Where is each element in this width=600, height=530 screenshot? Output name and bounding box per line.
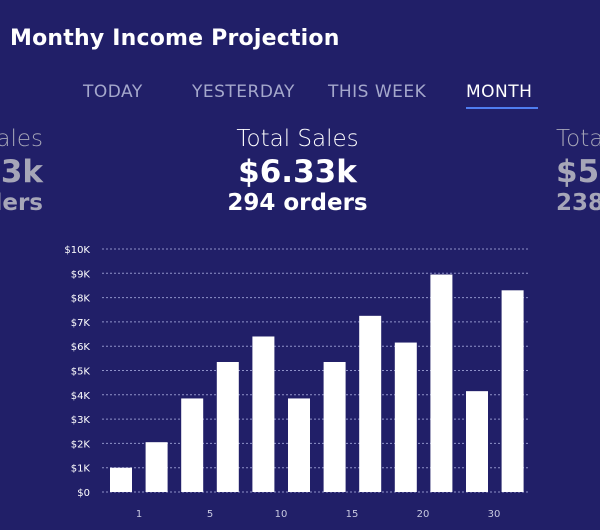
- bar[interactable]: [216, 361, 239, 492]
- bar[interactable]: [501, 290, 524, 492]
- y-tick-label: $9K: [71, 269, 91, 280]
- x-tick-label: 1: [136, 509, 142, 520]
- bar[interactable]: [466, 391, 488, 492]
- sales-card-current[interactable]: Total Sales $6.33k 294 orders: [200, 126, 395, 216]
- y-tick-label: $0: [77, 488, 90, 499]
- sales-card-label: Tota: [556, 126, 600, 152]
- active-tab-indicator: [466, 107, 538, 109]
- bar[interactable]: [394, 342, 417, 492]
- sales-card-previous[interactable]: Sales 3k ders: [0, 126, 43, 216]
- sales-card-orders: 294 orders: [227, 190, 368, 216]
- page-title: Monthy Income Projection: [10, 26, 340, 51]
- y-tick-label: $2K: [71, 439, 91, 450]
- y-tick-label: $1K: [71, 464, 91, 475]
- tab-month[interactable]: MONTH: [466, 82, 533, 102]
- bar[interactable]: [252, 336, 275, 492]
- y-tick-label: $5K: [71, 367, 91, 378]
- x-tick-label: 10: [275, 509, 288, 520]
- x-tick-label: 30: [488, 509, 501, 520]
- sales-card-orders: ders: [0, 190, 43, 216]
- bar[interactable]: [288, 398, 310, 492]
- y-tick-label: $6K: [71, 342, 91, 353]
- sales-card-amount: $6.33k: [238, 154, 357, 190]
- sales-card-amount: 3k: [0, 154, 43, 190]
- y-tick-label: $7K: [71, 318, 91, 329]
- x-tick-label: 15: [346, 509, 359, 520]
- sales-card-next[interactable]: Tota $5 238: [556, 126, 600, 216]
- y-tick-label: $10K: [64, 245, 90, 256]
- tab-this-week[interactable]: THIS WEEK: [328, 82, 427, 102]
- sales-card-amount: $5: [556, 154, 600, 190]
- y-tick-label: $3K: [71, 415, 91, 426]
- period-tabs: TODAY YESTERDAY THIS WEEK MONTH: [0, 82, 600, 112]
- sales-card-label: Total Sales: [236, 126, 359, 152]
- bar[interactable]: [323, 361, 346, 492]
- tab-yesterday[interactable]: YESTERDAY: [192, 82, 295, 102]
- x-tick-label: 5: [207, 509, 213, 520]
- bar[interactable]: [110, 467, 132, 492]
- y-tick-label: $8K: [71, 294, 91, 305]
- y-tick-label: $4K: [71, 391, 91, 402]
- sales-card-label: Sales: [0, 126, 43, 152]
- bar[interactable]: [359, 315, 382, 492]
- tab-today[interactable]: TODAY: [83, 82, 143, 102]
- bar[interactable]: [430, 274, 453, 492]
- sales-card-orders: 238: [556, 190, 600, 216]
- x-tick-label: 20: [417, 509, 430, 520]
- bar[interactable]: [145, 442, 168, 492]
- bar[interactable]: [181, 398, 204, 492]
